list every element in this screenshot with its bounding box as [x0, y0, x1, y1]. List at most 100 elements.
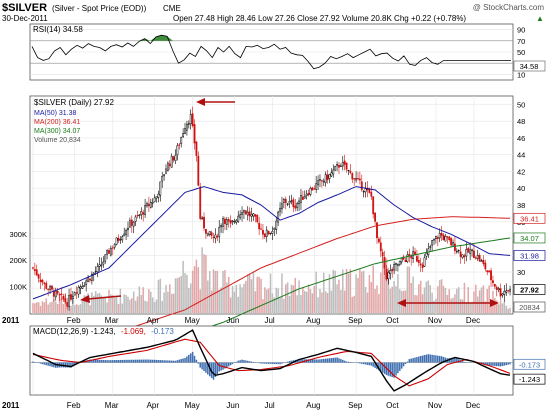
candle-body — [442, 234, 445, 241]
candle-body — [343, 160, 346, 165]
candle-body — [262, 229, 264, 235]
candle-body — [37, 274, 40, 279]
volume-bar — [37, 302, 40, 313]
candle-body — [166, 162, 169, 171]
volume-bar — [509, 307, 511, 313]
x-axis-label: 2011 — [2, 401, 20, 410]
volume-bar — [497, 304, 500, 313]
macd-histogram-bar — [243, 360, 245, 363]
candle-body — [345, 162, 348, 170]
volume-bar — [446, 294, 449, 313]
candle-body — [507, 290, 510, 292]
macd-histogram-bar — [406, 361, 409, 363]
volume-bar — [258, 276, 260, 313]
candle-body — [216, 235, 219, 238]
candle-body — [43, 282, 46, 284]
macd-histogram-bar — [129, 359, 131, 363]
candle-body — [123, 233, 126, 237]
volume-bar — [43, 302, 46, 313]
volume-bar — [89, 305, 91, 313]
volume-bar — [119, 288, 122, 313]
volume-bar — [277, 288, 279, 313]
candle-body — [155, 196, 158, 199]
macd-histogram-bar — [418, 356, 420, 363]
x-axis-label: 2011 — [2, 316, 20, 325]
candle-body — [286, 203, 289, 205]
macd-histogram-bar — [41, 362, 44, 365]
macd-histogram-bar — [53, 362, 55, 368]
candle-body — [357, 178, 359, 180]
macd-histogram-bar — [125, 359, 127, 363]
volume-bar — [170, 293, 173, 313]
candle-body — [495, 286, 498, 290]
volume-bar — [201, 247, 203, 313]
macd-histogram-bar — [224, 362, 226, 369]
candle-body — [79, 286, 82, 289]
volume-bar — [381, 255, 384, 313]
macd-histogram-bar — [387, 362, 390, 376]
volume-bar — [144, 300, 146, 313]
candle-body — [395, 263, 397, 265]
candle-body — [355, 178, 358, 181]
volume-bar — [245, 280, 247, 313]
chart-subtitle: (Silver - Spot Price (EOD)) — [52, 4, 147, 13]
volume-bar — [351, 296, 354, 313]
macd-histogram-bar — [170, 360, 173, 363]
volume-bar — [370, 282, 373, 313]
macd-histogram-bar — [444, 357, 447, 363]
volume-bar — [399, 289, 401, 313]
macd-histogram-bar — [277, 362, 279, 365]
macd-histogram-bar — [153, 359, 156, 363]
macd-histogram-bar — [347, 361, 350, 363]
volume-bar — [330, 290, 333, 313]
volume-bar — [222, 270, 224, 313]
candle-body — [231, 220, 234, 222]
macd-histogram-bar — [290, 360, 293, 363]
candle-body — [157, 193, 160, 198]
volume-bar — [501, 303, 504, 313]
volume-bar — [482, 285, 485, 313]
candle-body — [338, 164, 340, 168]
candle-body — [277, 211, 280, 223]
macd-histogram-bar — [378, 362, 380, 371]
volume-bar — [313, 285, 316, 313]
candle-body — [305, 193, 308, 197]
volume-bar — [471, 301, 473, 313]
x-axis-label: Dec — [466, 401, 480, 410]
candle-body — [138, 214, 141, 216]
macd-histogram-bar — [72, 362, 74, 367]
volume-bar — [60, 298, 63, 313]
volume-bar — [345, 269, 348, 313]
macd-histogram-bar — [332, 357, 335, 363]
macd-histogram-bar — [357, 362, 359, 364]
candle-body — [368, 188, 371, 193]
macd-legend-main: MACD(12,26,9) -1.243, — [33, 327, 116, 336]
candle-body — [376, 222, 378, 238]
macd-histogram-bar — [184, 357, 186, 363]
volume-bar — [157, 279, 160, 313]
candle-body — [484, 262, 487, 270]
macd-histogram-bar — [262, 362, 264, 364]
candle-body — [377, 238, 380, 243]
candle-body — [195, 141, 198, 156]
candle-body — [501, 293, 504, 296]
candle-body — [90, 274, 93, 281]
volume-bar — [478, 290, 481, 313]
candle-body — [438, 233, 441, 239]
macd-histogram-bar — [207, 362, 209, 375]
candle-body — [41, 279, 44, 283]
candle-body — [132, 221, 135, 227]
macd-histogram-bar — [239, 360, 241, 363]
candle-body — [421, 264, 424, 268]
macd-histogram-bar — [505, 362, 508, 366]
candle-body — [75, 292, 78, 294]
candle-body — [503, 290, 506, 295]
macd-panel: MACD(12,26,9) -1.243, -1.069, -0.173 -0.… — [29, 325, 546, 396]
volume-bar — [292, 285, 295, 313]
volume-bar — [252, 271, 255, 313]
volume-bar — [283, 298, 285, 313]
volume-bar — [294, 277, 297, 313]
macd-histogram-bar — [495, 362, 498, 367]
candle-body — [505, 290, 508, 293]
volume-bar — [456, 288, 458, 313]
